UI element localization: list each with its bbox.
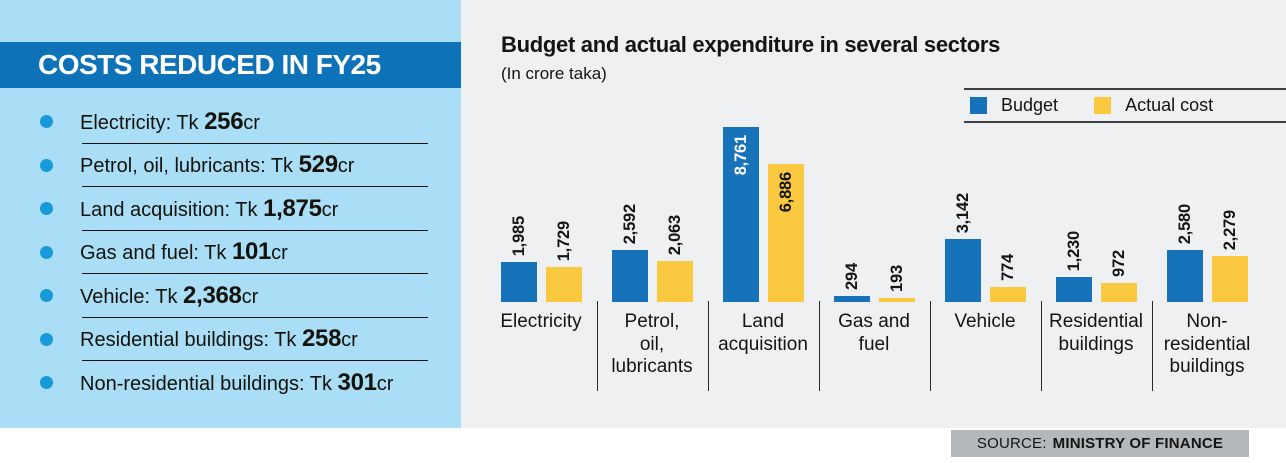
cost-item-text: Non-residential buildings: Tk 301cr xyxy=(80,368,394,396)
bar-group-residential-buildings: 1,230 972 xyxy=(1044,0,1148,302)
category-label: Petrol, oil, lubricants xyxy=(611,311,693,377)
bar-value-label: 2,580 xyxy=(1175,203,1194,244)
bullet-icon xyxy=(40,289,53,303)
bar-group-gas-and-fuel: 294 193 xyxy=(822,0,926,302)
category-divider xyxy=(707,301,709,391)
chart-subtitle: (In crore taka) xyxy=(501,64,607,83)
bar-group-land-acquisition: 8,761 6,886 xyxy=(711,0,815,302)
bar-plot: 1,985 1,729 Electricity 2,592 2,063 Petrol, oi… xyxy=(461,0,1286,428)
bullet-icon xyxy=(40,245,53,259)
legend-label: Budget xyxy=(1001,95,1059,115)
actual-cost-bar xyxy=(989,287,1026,302)
cost-item-text: Electricity: Tk 256cr xyxy=(80,107,260,135)
legend-item: Actual cost xyxy=(1094,95,1213,116)
bar-value-label: 294 xyxy=(842,263,861,290)
bar-value-label: 6,886 xyxy=(776,172,795,213)
bar-value-label: 774 xyxy=(998,254,1017,281)
cost-list: Electricity: Tk 256cr Petrol, oil, lubric… xyxy=(0,100,461,405)
category-label: Land acquisition xyxy=(718,311,808,355)
cost-list-item: Gas and fuel: Tk 101cr xyxy=(0,231,461,275)
actual-cost-bar xyxy=(767,164,804,302)
source-label: SOURCE: xyxy=(976,435,1047,452)
cost-list-item: Petrol, oil, lubricants: Tk 529cr xyxy=(0,144,461,188)
actual-cost-bar xyxy=(878,298,915,302)
source-name: MINISTRY OF FINANCE xyxy=(1052,435,1224,452)
bullet-icon xyxy=(40,332,53,346)
actual-cost-bar xyxy=(1211,256,1248,302)
category-label: Vehicle xyxy=(954,311,1016,332)
legend-swatch-icon xyxy=(1094,97,1112,114)
bar-value-label: 193 xyxy=(887,265,906,292)
bar-value-label: 2,063 xyxy=(665,214,684,255)
category-label: Electricity xyxy=(500,311,582,332)
bar-value-label: 1,985 xyxy=(509,215,528,256)
actual-cost-bar xyxy=(1100,283,1137,302)
bullet-icon xyxy=(40,158,53,172)
category-label: Gas and fuel xyxy=(838,311,910,355)
cost-item-text: Residential buildings: Tk 258cr xyxy=(80,325,358,353)
cost-list-item: Non-residential buildings: Tk 301cr xyxy=(0,361,461,405)
category-label: Non-residential buildings xyxy=(1163,311,1251,377)
category-divider xyxy=(1151,301,1153,391)
bullet-icon xyxy=(40,376,53,390)
actual-cost-bar xyxy=(656,261,693,302)
costs-reduced-panel: COSTS REDUCED IN FY25 Electricity: Tk 25… xyxy=(0,0,461,428)
category-divider xyxy=(818,301,820,391)
chart-title: Budget and actual expenditure in several… xyxy=(501,32,1001,57)
chart-legend: Budget Actual cost xyxy=(964,88,1286,123)
panel-header-band: COSTS REDUCED IN FY25 xyxy=(0,42,461,88)
category-divider xyxy=(596,301,598,391)
bullet-icon xyxy=(40,202,53,216)
bar-group-electricity: 1,985 1,729 xyxy=(489,0,593,302)
chart-panel: Budget and actual expenditure in several… xyxy=(461,0,1286,428)
cost-list-item: Electricity: Tk 256cr xyxy=(0,100,461,144)
bar-group-petrol-oil-lubricants: 2,592 2,063 xyxy=(600,0,704,302)
cost-list-item: Residential buildings: Tk 258cr xyxy=(0,318,461,362)
bar-value-label: 972 xyxy=(1109,250,1128,277)
cost-list-item: Land acquisition: Tk 1,875cr xyxy=(0,187,461,231)
cost-item-text: Petrol, oil, lubricants: Tk 529cr xyxy=(80,151,355,179)
bar-group-vehicle: 3,142 774 xyxy=(933,0,1037,302)
category-label: Residential buildings xyxy=(1049,311,1143,355)
budget-bar xyxy=(722,127,759,302)
bar-value-label: 3,142 xyxy=(953,192,972,233)
cost-item-text: Vehicle: Tk 2,368cr xyxy=(80,281,259,309)
bar-value-label: 2,592 xyxy=(620,203,639,244)
category-divider xyxy=(929,301,931,391)
bullet-icon xyxy=(40,115,53,129)
bar-value-label: 1,230 xyxy=(1064,230,1083,271)
budget-bar xyxy=(1166,250,1203,302)
cost-item-text: Gas and fuel: Tk 101cr xyxy=(80,238,288,266)
category-divider xyxy=(1040,301,1042,391)
legend-item: Budget xyxy=(970,95,1058,116)
budget-bar xyxy=(1055,277,1092,302)
legend-label: Actual cost xyxy=(1125,95,1214,115)
cost-list-item: Vehicle: Tk 2,368cr xyxy=(0,274,461,318)
panel-title: COSTS REDUCED IN FY25 xyxy=(38,49,381,80)
bar-group-non-residential-buildings: 2,580 2,279 xyxy=(1155,0,1259,302)
budget-bar xyxy=(500,262,537,302)
cost-item-text: Land acquisition: Tk 1,875cr xyxy=(80,194,339,222)
budget-bar xyxy=(944,239,981,302)
budget-bar xyxy=(833,296,870,302)
bar-value-label: 2,279 xyxy=(1220,209,1239,250)
legend-swatch-icon xyxy=(970,97,987,114)
source-attribution: SOURCE: MINISTRY OF FINANCE xyxy=(951,430,1249,457)
actual-cost-bar xyxy=(545,267,582,302)
budget-bar xyxy=(611,250,648,302)
bar-value-label: 8,761 xyxy=(731,135,750,176)
bar-value-label: 1,729 xyxy=(554,220,573,261)
